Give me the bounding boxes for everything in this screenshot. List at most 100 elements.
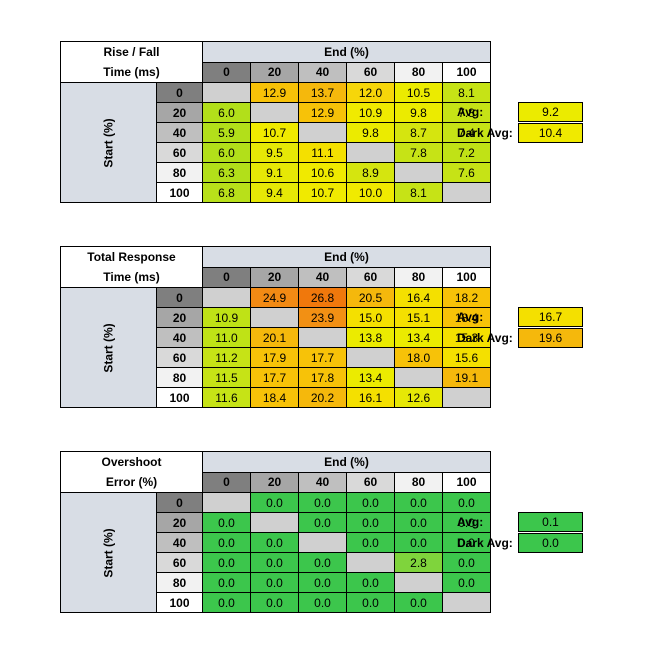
value-cell: 0.0 [442,512,491,533]
value-cell: 8.1 [394,182,443,203]
value-cell: 0.0 [298,592,347,613]
value-cell: 0.0 [298,492,347,513]
avg-value: 9.2 [518,102,583,122]
avg-label: Avg: [457,105,484,119]
value-cell: 15.1 [394,307,443,328]
header-row: Rise / Fall Time (ms) End (%) [60,41,491,83]
row-header-100: 100 [156,592,203,613]
dark-avg-label: Dark Avg: [457,126,513,140]
value-cell: 0.0 [250,492,299,513]
value-cell: 13.8 [346,327,395,348]
value-cell: 9.4 [250,182,299,203]
row-header-40: 40 [156,327,203,348]
table-row: 40 11.0 20.1 13.8 13.4 15.3 [61,327,491,348]
diagonal-cell [250,102,299,123]
col-header-0: 0 [202,471,251,493]
row-header-20: 20 [156,307,203,328]
value-cell: 6.8 [202,182,251,203]
response-table: Overshoot Error (%) End (%) 0 20 40 60 80 100 Sta… [60,451,491,613]
value-cell: 6.0 [202,142,251,163]
value-cell: 10.7 [298,182,347,203]
value-cell: 2.8 [394,552,443,573]
value-cell: 0.0 [346,532,395,553]
value-cell: 7.4 [442,122,491,143]
value-cell: 0.0 [202,592,251,613]
row-header-100: 100 [156,387,203,408]
value-cell: 0.0 [298,552,347,573]
row-header-80: 80 [156,367,203,388]
chart-block-1: Rise / Fall Time (ms) End (%) 0 20 40 60 80 100 S… [60,41,640,206]
value-cell: 10.7 [250,122,299,143]
avg-value: 0.1 [518,512,583,532]
value-cell: 20.2 [298,387,347,408]
value-cell: 16.4 [394,287,443,308]
value-cell: 15.6 [442,347,491,368]
chart-block-3: Overshoot Error (%) End (%) 0 20 40 60 80 100 Sta… [60,451,640,616]
table-row: Start (%) 0 24.9 26.8 20.5 16.4 18.2 [60,287,491,408]
value-cell: 10.9 [346,102,395,123]
col-header-20: 20 [250,471,299,493]
value-cell: 0.0 [442,552,491,573]
row-header-20: 20 [156,102,203,123]
row-header-0: 0 [156,492,203,513]
table-title-line2: Error (%) [105,475,158,489]
table-title: Overshoot Error (%) [60,451,203,493]
row-axis-text: Start (%) [101,117,116,168]
value-cell: 6.0 [202,102,251,123]
diagonal-cell [394,572,443,593]
col-header-100: 100 [442,471,491,493]
value-cell: 5.9 [202,122,251,143]
value-cell: 0.0 [202,572,251,593]
row-header-60: 60 [156,552,203,573]
value-cell: 7.2 [442,142,491,163]
table-row: 100 6.8 9.4 10.7 10.0 8.1 [61,182,491,203]
table-row: Start (%) 0 0.0 0.0 0.0 0.0 0.0 [60,492,491,613]
value-cell: 0.0 [442,572,491,593]
diagonal-cell [442,182,491,203]
value-cell: 0.0 [442,532,491,553]
avg-label: Avg: [457,515,484,529]
value-cell: 18.4 [442,307,491,328]
value-cell: 0.0 [394,532,443,553]
col-header-60: 60 [346,471,395,493]
value-cell: 15.0 [346,307,395,328]
value-cell: 10.6 [298,162,347,183]
value-cell: 12.0 [346,82,395,103]
value-cell: 0.0 [442,492,491,513]
col-header-20: 20 [250,61,299,83]
row-header-0: 0 [156,82,203,103]
value-cell: 6.3 [202,162,251,183]
avg-label: Avg: [457,310,484,324]
value-cell: 0.0 [250,532,299,553]
value-cell: 0.0 [346,492,395,513]
value-cell: 17.8 [298,367,347,388]
value-cell: 24.9 [250,287,299,308]
value-cell: 18.0 [394,347,443,368]
table-title-line1: Total Response [87,250,176,264]
table-row: 20 0.0 0.0 0.0 0.0 0.0 [61,512,491,533]
value-cell: 0.0 [346,572,395,593]
value-cell: 11.0 [202,327,251,348]
table-row: 80 6.3 9.1 10.6 8.9 7.6 [61,162,491,183]
dark-avg-value: 0.0 [518,533,583,553]
value-cell: 9.1 [250,162,299,183]
value-cell: 0.0 [250,592,299,613]
value-cell: 10.0 [346,182,395,203]
table-row: 80 11.5 17.7 17.8 13.4 19.1 [61,367,491,388]
table-title-line2: Time (ms) [103,270,160,284]
row-header-40: 40 [156,532,203,553]
end-level-row: 0 20 40 60 80 100 [61,266,491,288]
value-cell: 0.0 [250,572,299,593]
diagonal-cell [442,387,491,408]
value-cell: 0.0 [394,492,443,513]
value-cell: 7.6 [442,162,491,183]
value-cell: 10.9 [202,307,251,328]
value-cell: 13.4 [394,327,443,348]
value-cell: 13.4 [346,367,395,388]
col-axis-label: End (%) [202,246,491,268]
diagonal-cell [250,512,299,533]
col-header-0: 0 [202,61,251,83]
row-axis-label: Start (%) [60,287,157,408]
response-table: Total Response Time (ms) End (%) 0 20 40 60 80 1… [60,246,491,408]
header-row: Overshoot Error (%) End (%) [60,451,491,493]
